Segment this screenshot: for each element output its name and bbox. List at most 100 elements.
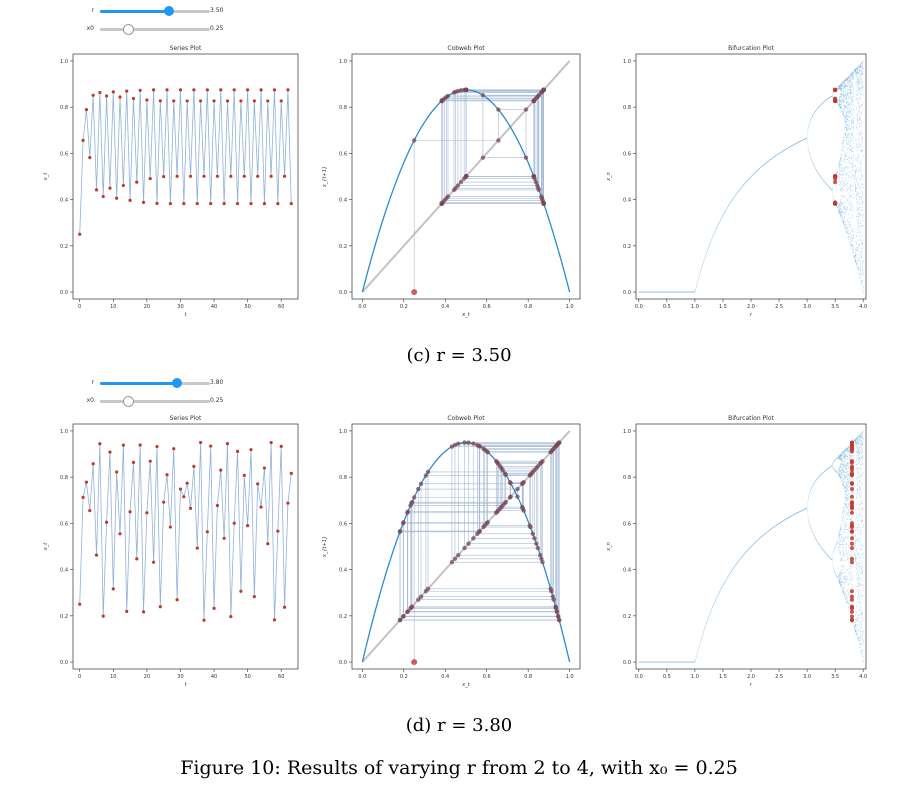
cobweb-point xyxy=(482,523,487,528)
x-tick-label: 40 xyxy=(211,304,217,310)
x-tick-label: 10 xyxy=(110,674,116,680)
slider-knob[interactable] xyxy=(163,6,174,16)
series-point xyxy=(262,201,267,206)
cobweb-point xyxy=(556,617,562,623)
cobweb-point xyxy=(449,444,455,449)
series-plot-d: Series Plot 0 10 20 30 40 50 60 0.0 0.2 0.4 0.6 0.8 1… xyxy=(43,415,299,688)
series-point xyxy=(104,520,109,524)
x-tick-label: 0.2 xyxy=(400,674,408,680)
x-tick-label: 0.4 xyxy=(441,304,449,310)
bifurcation-points xyxy=(638,430,864,663)
series-point xyxy=(84,480,89,484)
slider-r-c[interactable]: r 3.50 xyxy=(60,4,260,18)
series-point xyxy=(104,94,109,98)
current-r-point xyxy=(849,447,854,452)
x-tick-label: 0.6 xyxy=(483,674,491,680)
slider-knob[interactable] xyxy=(122,396,134,407)
series-point xyxy=(138,443,142,447)
series-point xyxy=(98,90,102,95)
slider-label: r xyxy=(91,379,94,386)
y-tick-label: 0.2 xyxy=(60,244,68,250)
y-tick-label: 0.6 xyxy=(60,151,68,157)
series-point xyxy=(209,444,213,448)
series-point xyxy=(148,176,152,181)
cobweb-point xyxy=(494,510,499,515)
cobweb-point xyxy=(539,556,544,562)
cobweb-point xyxy=(423,589,429,594)
y-tick-label: 0.6 xyxy=(623,151,631,157)
series-point xyxy=(276,201,280,206)
y-tick-label: 0.4 xyxy=(623,198,631,204)
slider-label: r xyxy=(91,7,94,14)
slider-track[interactable] xyxy=(100,24,210,35)
slider-track[interactable] xyxy=(100,396,210,407)
current-r-point xyxy=(833,174,838,179)
cobweb-point xyxy=(494,458,499,464)
slider-track[interactable] xyxy=(100,6,210,16)
current-r-point xyxy=(849,444,854,449)
cobweb-point xyxy=(411,495,417,500)
slider-track[interactable] xyxy=(100,378,210,388)
bifurcation-points xyxy=(638,60,864,293)
series-point xyxy=(246,88,250,92)
cobweb-point xyxy=(532,536,537,541)
y-tick-label: 1.0 xyxy=(60,59,68,65)
current-r-point xyxy=(849,501,854,506)
current-r-point xyxy=(849,589,854,594)
cobweb-point xyxy=(439,201,444,206)
current-r-point xyxy=(849,481,854,486)
current-r-point xyxy=(833,98,838,103)
cobweb-point xyxy=(540,458,545,464)
slider-r-d[interactable]: r 3.80 xyxy=(60,376,260,390)
y-axis-label: x_n xyxy=(606,172,612,182)
x-tick-label: 30 xyxy=(177,304,183,310)
series-point xyxy=(118,95,122,99)
subfigure-caption-c: (c) r = 3.50 xyxy=(406,345,512,366)
series-point xyxy=(182,495,186,499)
current-r-point xyxy=(849,471,854,476)
series-point xyxy=(212,606,216,610)
series-point xyxy=(276,529,280,533)
y-tick-label: 1.0 xyxy=(339,429,347,435)
cobweb-point xyxy=(405,609,410,615)
current-r-point xyxy=(849,529,854,534)
slider-knob[interactable] xyxy=(122,24,134,35)
x-tick-label: 0.0 xyxy=(635,674,643,680)
slider-x0-d[interactable]: x0 0.25 xyxy=(60,394,260,408)
series-point xyxy=(108,186,112,190)
cobweb-point xyxy=(397,528,403,534)
series-point xyxy=(165,88,169,92)
current-r-point xyxy=(849,594,854,599)
cobweb-point xyxy=(466,541,471,546)
cobweb-point xyxy=(466,440,471,445)
series-point xyxy=(101,194,105,199)
series-point xyxy=(94,553,99,557)
series-point xyxy=(158,605,162,609)
series-point xyxy=(202,174,206,178)
y-tick-label: 0.0 xyxy=(339,660,347,666)
y-tick-label: 0.2 xyxy=(623,244,631,250)
x-tick-label: 0.4 xyxy=(441,674,449,680)
cobweb-point xyxy=(531,98,536,104)
y-tick-label: 0.4 xyxy=(60,568,68,574)
slider-x0-c[interactable]: x0 0.25 xyxy=(60,22,260,36)
x-tick-label: 50 xyxy=(244,304,250,310)
cobweb-point xyxy=(482,447,487,452)
series-point xyxy=(178,88,183,92)
series-point xyxy=(151,88,156,92)
slider-knob[interactable] xyxy=(172,378,182,388)
series-point xyxy=(235,201,240,206)
x-tick-label: 50 xyxy=(244,674,250,680)
x-tick-label: 30 xyxy=(177,674,183,680)
chart-title: Series Plot xyxy=(170,415,202,422)
series-point xyxy=(246,524,250,528)
y-axis-label: x_{t+1} xyxy=(322,166,328,188)
bifurcation-plot-c: Bifurcation Plot 0.0 0.5 1.0 1.5 2.0 2.5 3.0 3.5… xyxy=(606,45,867,318)
current-r-point xyxy=(849,597,854,602)
y-axis-label: x_n xyxy=(606,542,612,552)
slider-group-d: r 3.80 x0 0.25 xyxy=(60,376,260,416)
y-tick-label: 1.0 xyxy=(623,59,631,65)
plot-frame xyxy=(72,423,299,670)
series-point xyxy=(262,466,267,470)
y-tick-label: 0.8 xyxy=(623,105,631,111)
